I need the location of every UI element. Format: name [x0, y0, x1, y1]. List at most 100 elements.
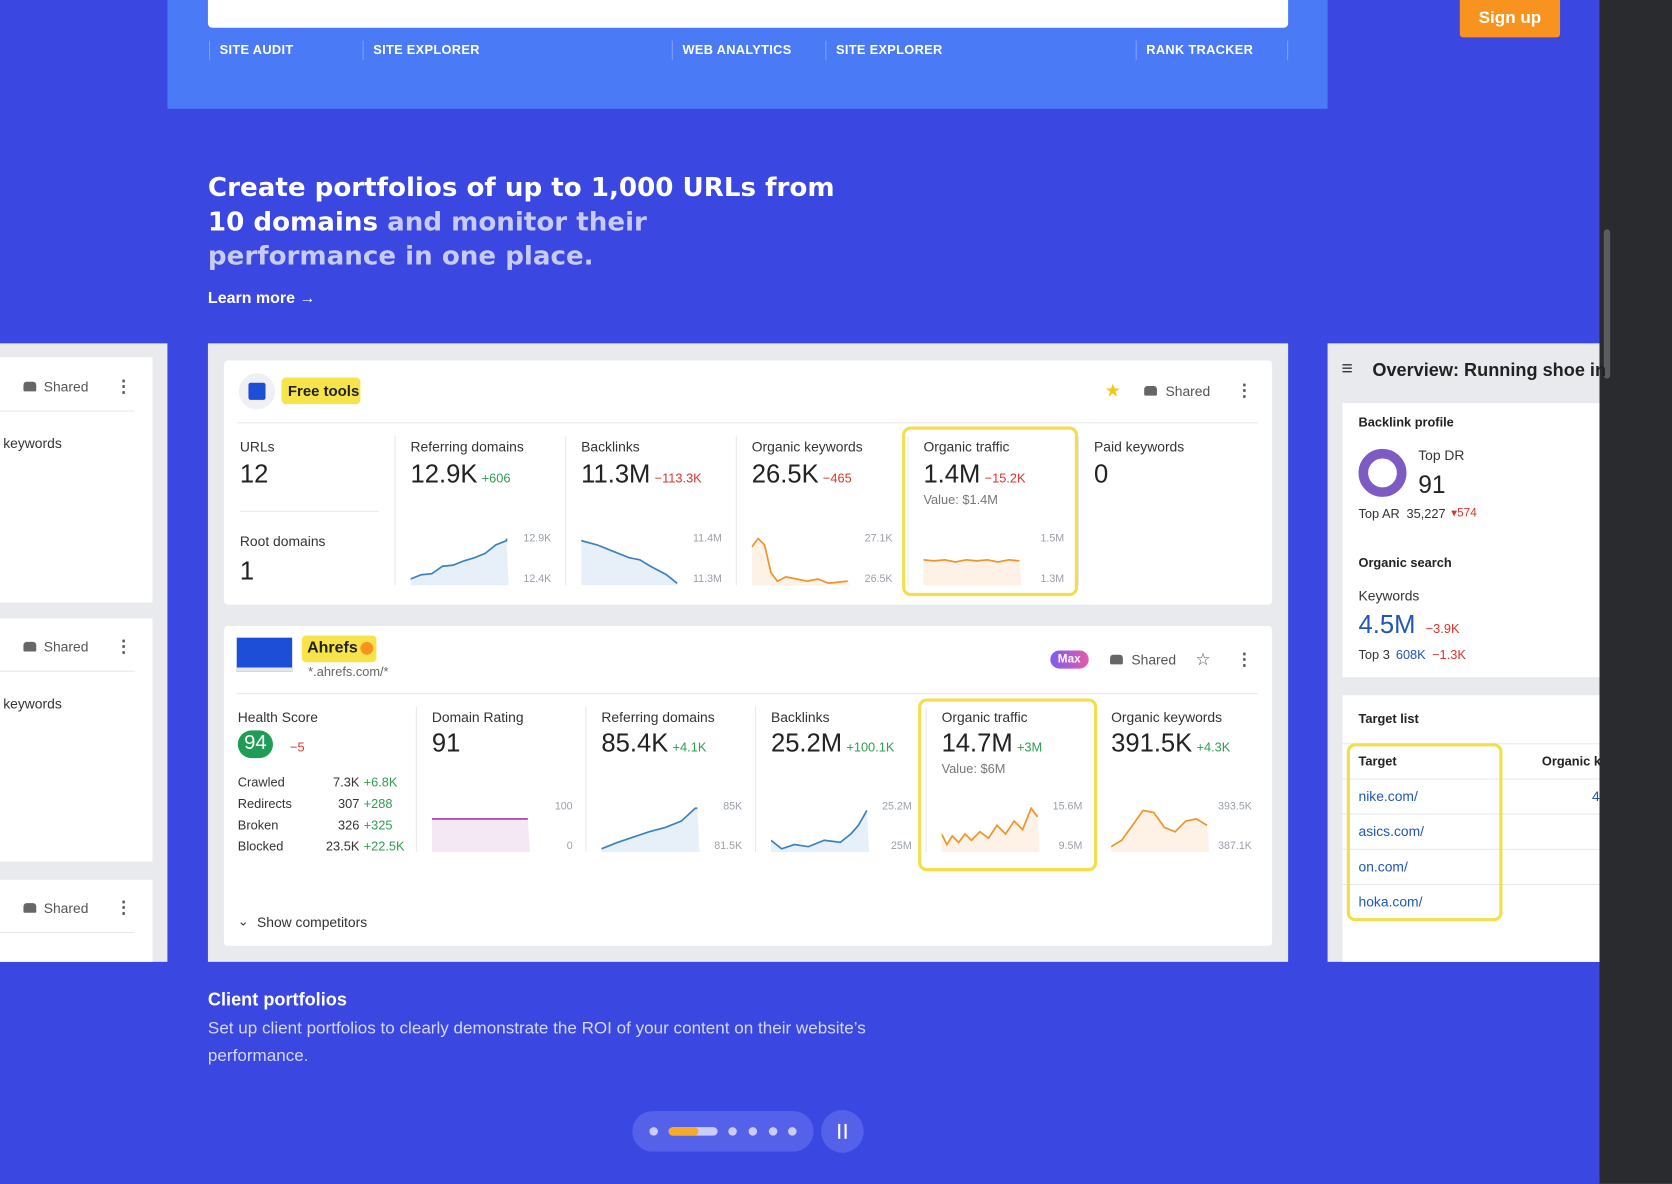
top3-label: Top 3	[1358, 647, 1390, 662]
sparkline	[410, 538, 509, 586]
page-progress[interactable]	[668, 1127, 718, 1136]
metric-value-row: 26.5K −465	[752, 460, 852, 491]
dr-value: 91	[1418, 470, 1446, 499]
badge: Free tools	[287, 382, 360, 400]
column-separator	[415, 706, 417, 852]
page-dot[interactable]	[748, 1127, 758, 1136]
tab: SITE AUDIT	[219, 42, 294, 58]
sparkline-area	[923, 559, 1022, 586]
star-icon: ☆	[1195, 650, 1211, 670]
divider	[1342, 778, 1600, 780]
ar-label: Top AR	[1358, 506, 1400, 522]
metric-delta: −15.2K	[984, 470, 1026, 486]
caption-title: Client portfolios	[207, 989, 347, 1010]
sparkline-line	[410, 538, 508, 580]
pause-bar	[838, 1123, 841, 1139]
target-link[interactable]: on.com/	[1358, 858, 1408, 875]
column-header: Target	[1358, 753, 1397, 769]
panel-title: Overview: Running shoe in	[1372, 360, 1607, 381]
target-link[interactable]: hoka.com/	[1358, 893, 1423, 910]
sparkline-area	[601, 808, 700, 852]
sparkline	[923, 558, 1022, 586]
metric-label: Organic keywords	[751, 438, 863, 455]
sparkline	[770, 809, 870, 852]
tab: SITE EXPLORER	[836, 42, 943, 58]
left-card	[0, 357, 153, 603]
ar-delta: ▾574	[1451, 506, 1477, 520]
plan-badge: Max	[1057, 653, 1081, 666]
target-link[interactable]: nike.com/	[1358, 788, 1418, 805]
signup-text[interactable]: Sign up	[1478, 8, 1542, 28]
metric-label: Health Score	[237, 709, 318, 726]
health-row-delta: +22.5K	[363, 838, 405, 854]
health-row-value: 307	[337, 796, 360, 812]
divider	[0, 410, 135, 412]
menu-dots: ⋮	[115, 638, 133, 657]
metric-label: Root domains	[239, 533, 326, 550]
menu-dots: ⋮	[115, 899, 133, 918]
menu-dots: ⋮	[1235, 382, 1253, 401]
metric-label: URLs	[239, 438, 275, 455]
people-icon	[23, 641, 37, 652]
metric-value: 391.5K	[1111, 728, 1193, 758]
metric-value: 12	[239, 460, 269, 490]
scrollbar-area	[1599, 0, 1672, 1184]
metric-label: Organic traffic	[923, 438, 1010, 455]
sparkline	[431, 818, 530, 852]
left-card	[0, 618, 153, 862]
axis-low: 81.5K	[714, 840, 743, 852]
divider	[236, 422, 1259, 424]
people-icon	[23, 381, 37, 392]
metric-label: Paid keywords	[1094, 438, 1185, 455]
divider	[1342, 813, 1600, 815]
metric-value: 25.2M	[770, 728, 843, 758]
axis-high: 85K	[723, 800, 743, 813]
metric-label: Backlinks	[581, 438, 640, 455]
divider	[236, 693, 1259, 695]
metric-value-row: 0	[1094, 460, 1108, 491]
page-dot[interactable]	[649, 1127, 658, 1136]
thumbnail	[236, 637, 293, 672]
sparkline-area	[581, 540, 680, 586]
top-card	[207, 0, 1289, 28]
health-row-delta: +325	[363, 817, 393, 833]
metric-delta: +4.3K	[1196, 739, 1231, 755]
axis-low: 387.1K	[1218, 840, 1252, 852]
top-panel	[167, 0, 1328, 109]
signup-button[interactable]: Sign up	[1459, 0, 1561, 38]
menu-dots: ⋮	[115, 377, 133, 397]
shared-label: Shared	[1165, 383, 1211, 400]
target-link[interactable]: asics.com/	[1358, 823, 1424, 840]
metric-note: Value: $1.4M	[923, 492, 998, 508]
divider	[239, 510, 379, 512]
health-row-label: Crawled	[237, 775, 285, 790]
shared-label: Shared	[43, 638, 89, 655]
page-dot[interactable]	[768, 1127, 778, 1136]
learn-more[interactable]: Learn more →	[207, 288, 316, 308]
divider	[0, 931, 135, 934]
metric-value: 12.9K	[410, 460, 478, 490]
metric-delta: +606	[481, 470, 511, 486]
pause-button[interactable]	[821, 1110, 864, 1153]
top3-value: 608K	[1395, 647, 1426, 662]
scrollbar-thumb[interactable]	[1603, 229, 1611, 379]
sparkline-line	[1111, 809, 1208, 848]
axis-high: 25.2M	[882, 800, 912, 813]
highlight	[1346, 743, 1503, 922]
people-icon	[23, 903, 37, 913]
metric-value: 26.5K	[751, 460, 819, 490]
metric-label: Backlinks	[770, 709, 830, 726]
sparkline-line	[923, 558, 1020, 563]
axis-low: 11.3M	[693, 573, 722, 586]
site-domain: *.ahrefs.com/*	[308, 664, 389, 680]
plan-badge-bg	[1050, 650, 1089, 669]
sparkline-area	[941, 808, 1040, 852]
sparkline-area	[1111, 810, 1210, 852]
page-dot[interactable]	[788, 1127, 797, 1136]
page-dot[interactable]	[728, 1127, 737, 1136]
section-title: Organic search	[1358, 555, 1452, 571]
health-row-label: Blocked	[237, 838, 284, 854]
tab-separator	[362, 40, 364, 60]
